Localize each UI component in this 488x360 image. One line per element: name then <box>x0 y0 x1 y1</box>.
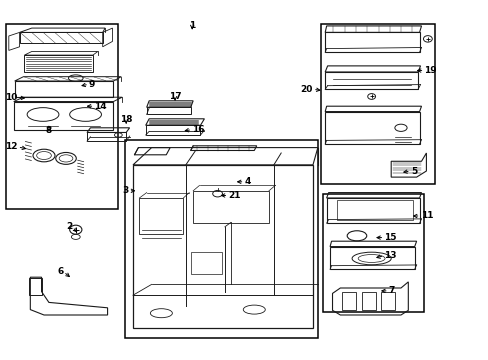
Bar <box>145 125 200 135</box>
Bar <box>329 247 414 269</box>
Bar <box>361 292 375 310</box>
Text: 11: 11 <box>420 211 432 220</box>
Bar <box>125 140 317 338</box>
Text: 18: 18 <box>120 115 132 124</box>
Bar <box>29 278 41 295</box>
Bar <box>325 112 419 144</box>
Bar <box>325 32 419 52</box>
Bar <box>337 200 412 220</box>
Text: 6: 6 <box>57 267 63 276</box>
Bar <box>320 24 434 184</box>
Bar <box>190 252 222 274</box>
Text: 13: 13 <box>384 251 396 260</box>
Text: 4: 4 <box>244 177 250 186</box>
Text: 15: 15 <box>384 233 396 242</box>
Text: 7: 7 <box>388 287 394 295</box>
Text: 16: 16 <box>192 125 204 134</box>
Bar <box>6 24 118 209</box>
Bar <box>325 72 417 89</box>
Text: 17: 17 <box>168 92 181 101</box>
Bar <box>381 292 394 310</box>
Text: 14: 14 <box>94 102 107 111</box>
Bar <box>87 132 126 141</box>
Text: 3: 3 <box>122 186 128 195</box>
Text: 2: 2 <box>66 222 72 231</box>
Text: 5: 5 <box>410 166 416 175</box>
Bar <box>14 102 113 130</box>
Text: 12: 12 <box>5 142 18 151</box>
Text: 9: 9 <box>89 80 95 89</box>
Text: 10: 10 <box>5 94 18 102</box>
Bar <box>342 292 355 310</box>
Bar <box>322 194 424 312</box>
Text: 20: 20 <box>300 85 312 94</box>
Text: 1: 1 <box>189 21 195 30</box>
Bar <box>24 55 93 72</box>
Bar <box>326 198 419 223</box>
Text: 21: 21 <box>228 191 241 200</box>
Bar <box>15 81 113 97</box>
Text: 8: 8 <box>46 126 52 135</box>
Text: 19: 19 <box>424 66 436 75</box>
Bar <box>139 198 183 234</box>
Bar <box>193 191 268 223</box>
